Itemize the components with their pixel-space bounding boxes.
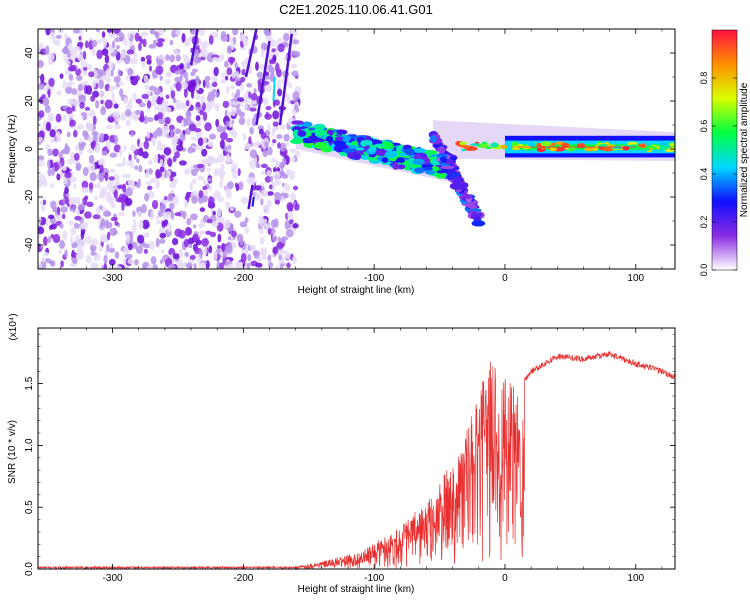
spectrogram-x-tick-label: -300 — [103, 273, 123, 284]
spectrogram-y-tick-label: -40 — [24, 237, 35, 252]
colorbar-tick-label: 0.2 — [699, 216, 709, 229]
spectrogram-y-ticks: -40 -20 0 20 40 — [24, 28, 675, 270]
spectrogram-y-tick-label: 40 — [24, 47, 35, 59]
spectrogram-y-tick-label: -20 — [24, 189, 35, 204]
colorbar-ticks: 0.0 0.2 0.4 0.6 0.8 — [699, 72, 737, 277]
snr-x-tick-label: 0 — [502, 573, 508, 584]
colorbar-tick-label: 0.4 — [699, 168, 709, 181]
snr-plot-area — [38, 351, 675, 569]
colorbar-gradient — [712, 30, 737, 270]
colorbar-frame — [711, 29, 738, 271]
colorbar: 0.0 0.2 0.4 0.6 0.8 Normalized spectral ampl… — [699, 29, 750, 277]
snr-y-tick-label: 0.0 — [24, 562, 35, 576]
signal-signal-branch-1 — [289, 120, 459, 181]
snr-scale-label: (x10⁴) — [8, 313, 19, 340]
spectrogram-x-axis-label: Height of straight line (km) — [298, 285, 415, 296]
spectrogram-y-axis-label: Frequency (Hz) — [7, 115, 18, 184]
spectrogram-y-tick-label: 20 — [24, 95, 35, 107]
noise-streak — [244, 29, 258, 78]
noise-streak — [189, 29, 199, 66]
noise-streak — [278, 33, 293, 126]
snr-y-tick-label: 1.5 — [24, 376, 35, 390]
noise-streak — [255, 40, 271, 126]
snr-y-tick-label: 1.0 — [24, 438, 35, 452]
colorbar-label: Normalized spectral amplitude — [739, 82, 750, 217]
snr-x-tick-label: -300 — [103, 573, 123, 584]
spectrogram-x-ticks: -300 -200 -100 0 100 — [59, 29, 663, 284]
spectrogram-x-tick-label: 0 — [502, 273, 508, 284]
snr-frame — [37, 327, 676, 570]
snr-y-tick-label: 0.5 — [24, 500, 35, 514]
noise-speckle — [38, 29, 302, 269]
snr-x-axis-label: Height of straight line (km) — [298, 584, 415, 595]
snr-x-tick-label: -100 — [364, 573, 384, 584]
colorbar-tick-label: 0.0 — [699, 264, 709, 277]
signal-carrier — [455, 135, 675, 158]
snr-y-ticks: 0.0 0.5 1.0 1.5 — [24, 333, 675, 576]
snr-panel: -300 -200 -100 0 100 0.0 0.5 1.0 1.5 Height of … — [7, 313, 676, 595]
snr-series-line — [38, 351, 675, 569]
signal-signal-branch-2 — [428, 130, 486, 227]
colorbar-tick-label: 0.6 — [699, 120, 709, 133]
snr-x-ticks: -300 -200 -100 0 100 — [59, 328, 663, 584]
snr-y-axis-label: SNR (10 * v/v) — [7, 420, 18, 484]
figure-title: C2E1.2025.110.06.41.G01 — [279, 2, 433, 17]
spectrogram-x-tick-label: -200 — [233, 273, 253, 284]
snr-x-tick-label: 100 — [627, 573, 644, 584]
spectrogram-x-tick-label: -100 — [364, 273, 384, 284]
snr-x-tick-label: -200 — [233, 573, 253, 584]
spectrogram-image — [38, 29, 675, 269]
noise-streak — [247, 184, 254, 210]
spectrogram-x-tick-label: 100 — [627, 273, 644, 284]
spectrogram-y-tick-label: 0 — [24, 146, 35, 152]
colorbar-tick-label: 0.8 — [699, 72, 709, 85]
